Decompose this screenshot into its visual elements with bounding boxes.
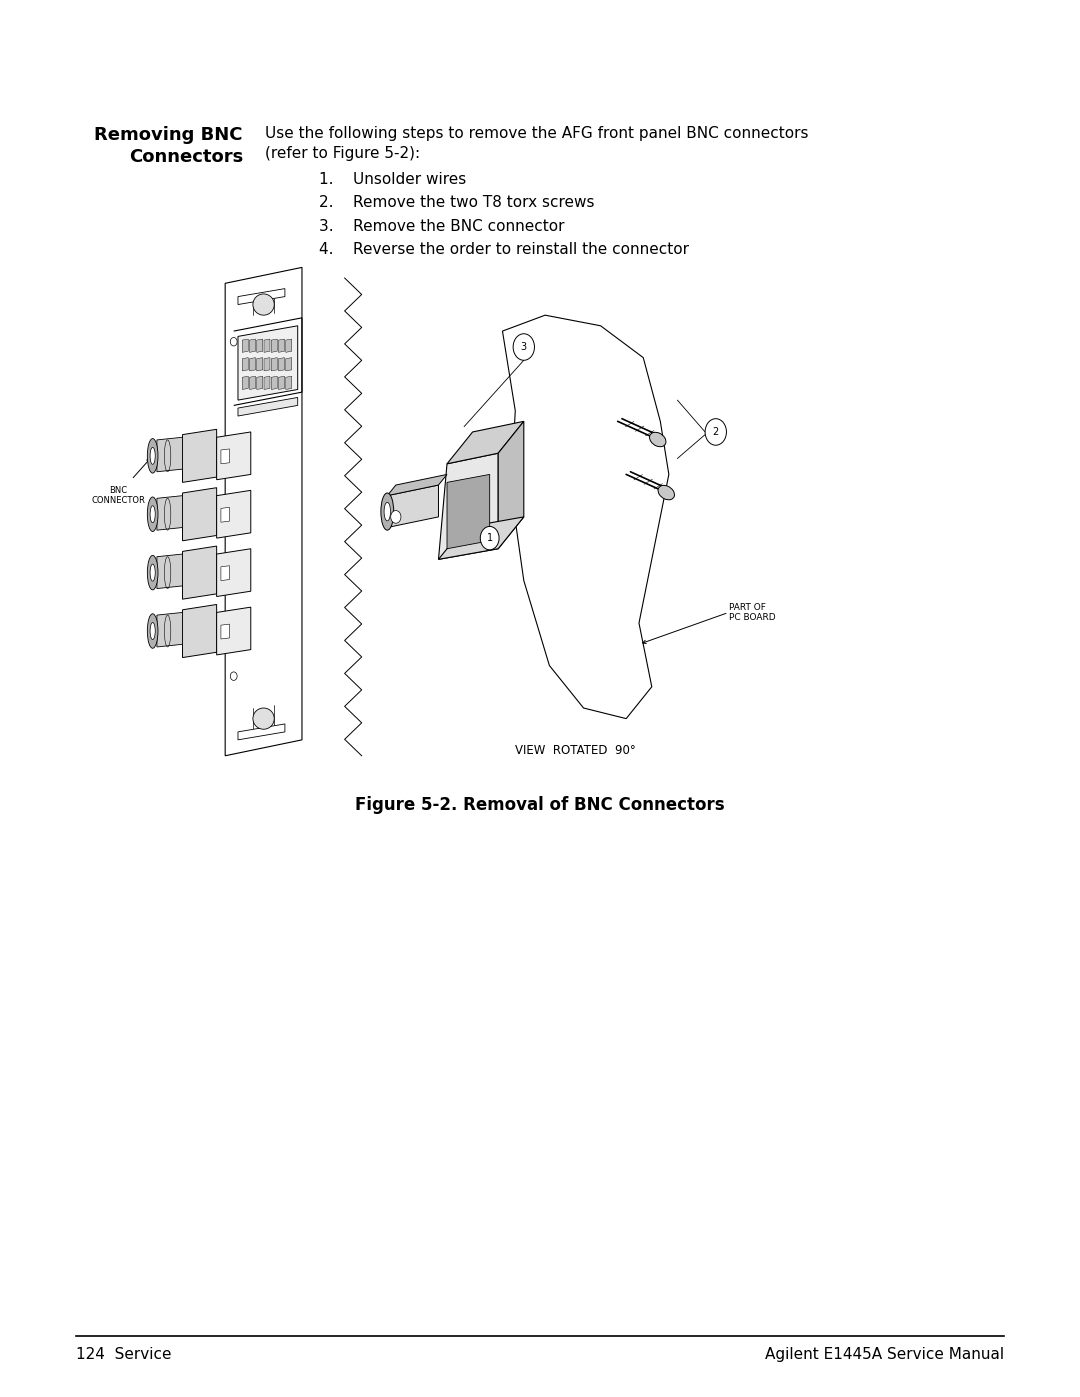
- Polygon shape: [221, 566, 229, 581]
- Ellipse shape: [253, 708, 274, 729]
- Polygon shape: [438, 453, 498, 559]
- Polygon shape: [264, 339, 270, 352]
- Polygon shape: [221, 624, 229, 638]
- Polygon shape: [286, 358, 292, 370]
- Polygon shape: [238, 397, 298, 416]
- Polygon shape: [257, 339, 262, 352]
- Polygon shape: [286, 376, 292, 390]
- Polygon shape: [157, 612, 183, 647]
- Text: PART OF
PC BOARD: PART OF PC BOARD: [729, 602, 775, 622]
- Polygon shape: [217, 490, 251, 538]
- Polygon shape: [217, 549, 251, 597]
- Text: BNC
CONNECTOR: BNC CONNECTOR: [92, 486, 146, 506]
- Polygon shape: [438, 517, 524, 559]
- Text: 124  Service: 124 Service: [76, 1347, 171, 1362]
- Circle shape: [513, 334, 535, 360]
- Text: VIEW  ROTATED  90°: VIEW ROTATED 90°: [514, 745, 635, 757]
- Polygon shape: [157, 555, 183, 588]
- Polygon shape: [226, 267, 302, 756]
- Polygon shape: [257, 376, 262, 390]
- Text: Removing BNC
Connectors: Removing BNC Connectors: [95, 126, 243, 166]
- Ellipse shape: [384, 503, 391, 521]
- Polygon shape: [279, 358, 284, 370]
- Polygon shape: [388, 485, 438, 528]
- Polygon shape: [264, 358, 270, 370]
- Circle shape: [705, 419, 727, 446]
- Polygon shape: [279, 339, 284, 352]
- Ellipse shape: [381, 493, 394, 529]
- Text: Figure 5-2. Removal of BNC Connectors: Figure 5-2. Removal of BNC Connectors: [355, 796, 725, 814]
- Polygon shape: [249, 358, 256, 370]
- Polygon shape: [498, 422, 524, 549]
- Polygon shape: [271, 339, 278, 352]
- Polygon shape: [183, 605, 217, 658]
- Polygon shape: [183, 488, 217, 541]
- Polygon shape: [388, 475, 447, 496]
- Polygon shape: [271, 376, 278, 390]
- Ellipse shape: [150, 506, 156, 522]
- Polygon shape: [249, 376, 256, 390]
- Polygon shape: [238, 724, 285, 740]
- Polygon shape: [264, 376, 270, 390]
- Text: 2: 2: [713, 427, 719, 437]
- Polygon shape: [221, 507, 229, 522]
- Text: 1: 1: [487, 534, 492, 543]
- Circle shape: [391, 510, 401, 524]
- Circle shape: [230, 672, 238, 680]
- Ellipse shape: [658, 485, 675, 500]
- Polygon shape: [183, 546, 217, 599]
- Ellipse shape: [649, 432, 666, 447]
- Ellipse shape: [147, 439, 158, 474]
- Text: Use the following steps to remove the AFG front panel BNC connectors
(refer to F: Use the following steps to remove the AF…: [265, 126, 808, 161]
- Polygon shape: [217, 608, 251, 655]
- Ellipse shape: [253, 293, 274, 316]
- Polygon shape: [242, 376, 248, 390]
- Polygon shape: [221, 448, 229, 464]
- Polygon shape: [242, 339, 248, 352]
- Polygon shape: [279, 376, 284, 390]
- Text: 1.    Unsolder wires
2.    Remove the two T8 torx screws
3.    Remove the BNC co: 1. Unsolder wires 2. Remove the two T8 t…: [319, 172, 689, 257]
- Ellipse shape: [150, 564, 156, 581]
- Polygon shape: [257, 358, 262, 370]
- Polygon shape: [238, 326, 298, 400]
- Polygon shape: [286, 339, 292, 352]
- Polygon shape: [157, 496, 183, 529]
- Text: 3: 3: [521, 342, 527, 352]
- Ellipse shape: [147, 556, 158, 590]
- Polygon shape: [447, 475, 489, 549]
- Polygon shape: [447, 422, 524, 464]
- Ellipse shape: [150, 623, 156, 640]
- Ellipse shape: [150, 447, 156, 464]
- Circle shape: [481, 527, 499, 550]
- Polygon shape: [238, 289, 285, 305]
- Ellipse shape: [147, 497, 158, 531]
- Polygon shape: [183, 429, 217, 482]
- Text: Agilent E1445A Service Manual: Agilent E1445A Service Manual: [766, 1347, 1004, 1362]
- Polygon shape: [502, 316, 669, 718]
- Circle shape: [230, 338, 238, 346]
- Polygon shape: [242, 358, 248, 370]
- Polygon shape: [249, 339, 256, 352]
- Polygon shape: [271, 358, 278, 370]
- Polygon shape: [157, 437, 183, 472]
- Polygon shape: [217, 432, 251, 479]
- Ellipse shape: [147, 613, 158, 648]
